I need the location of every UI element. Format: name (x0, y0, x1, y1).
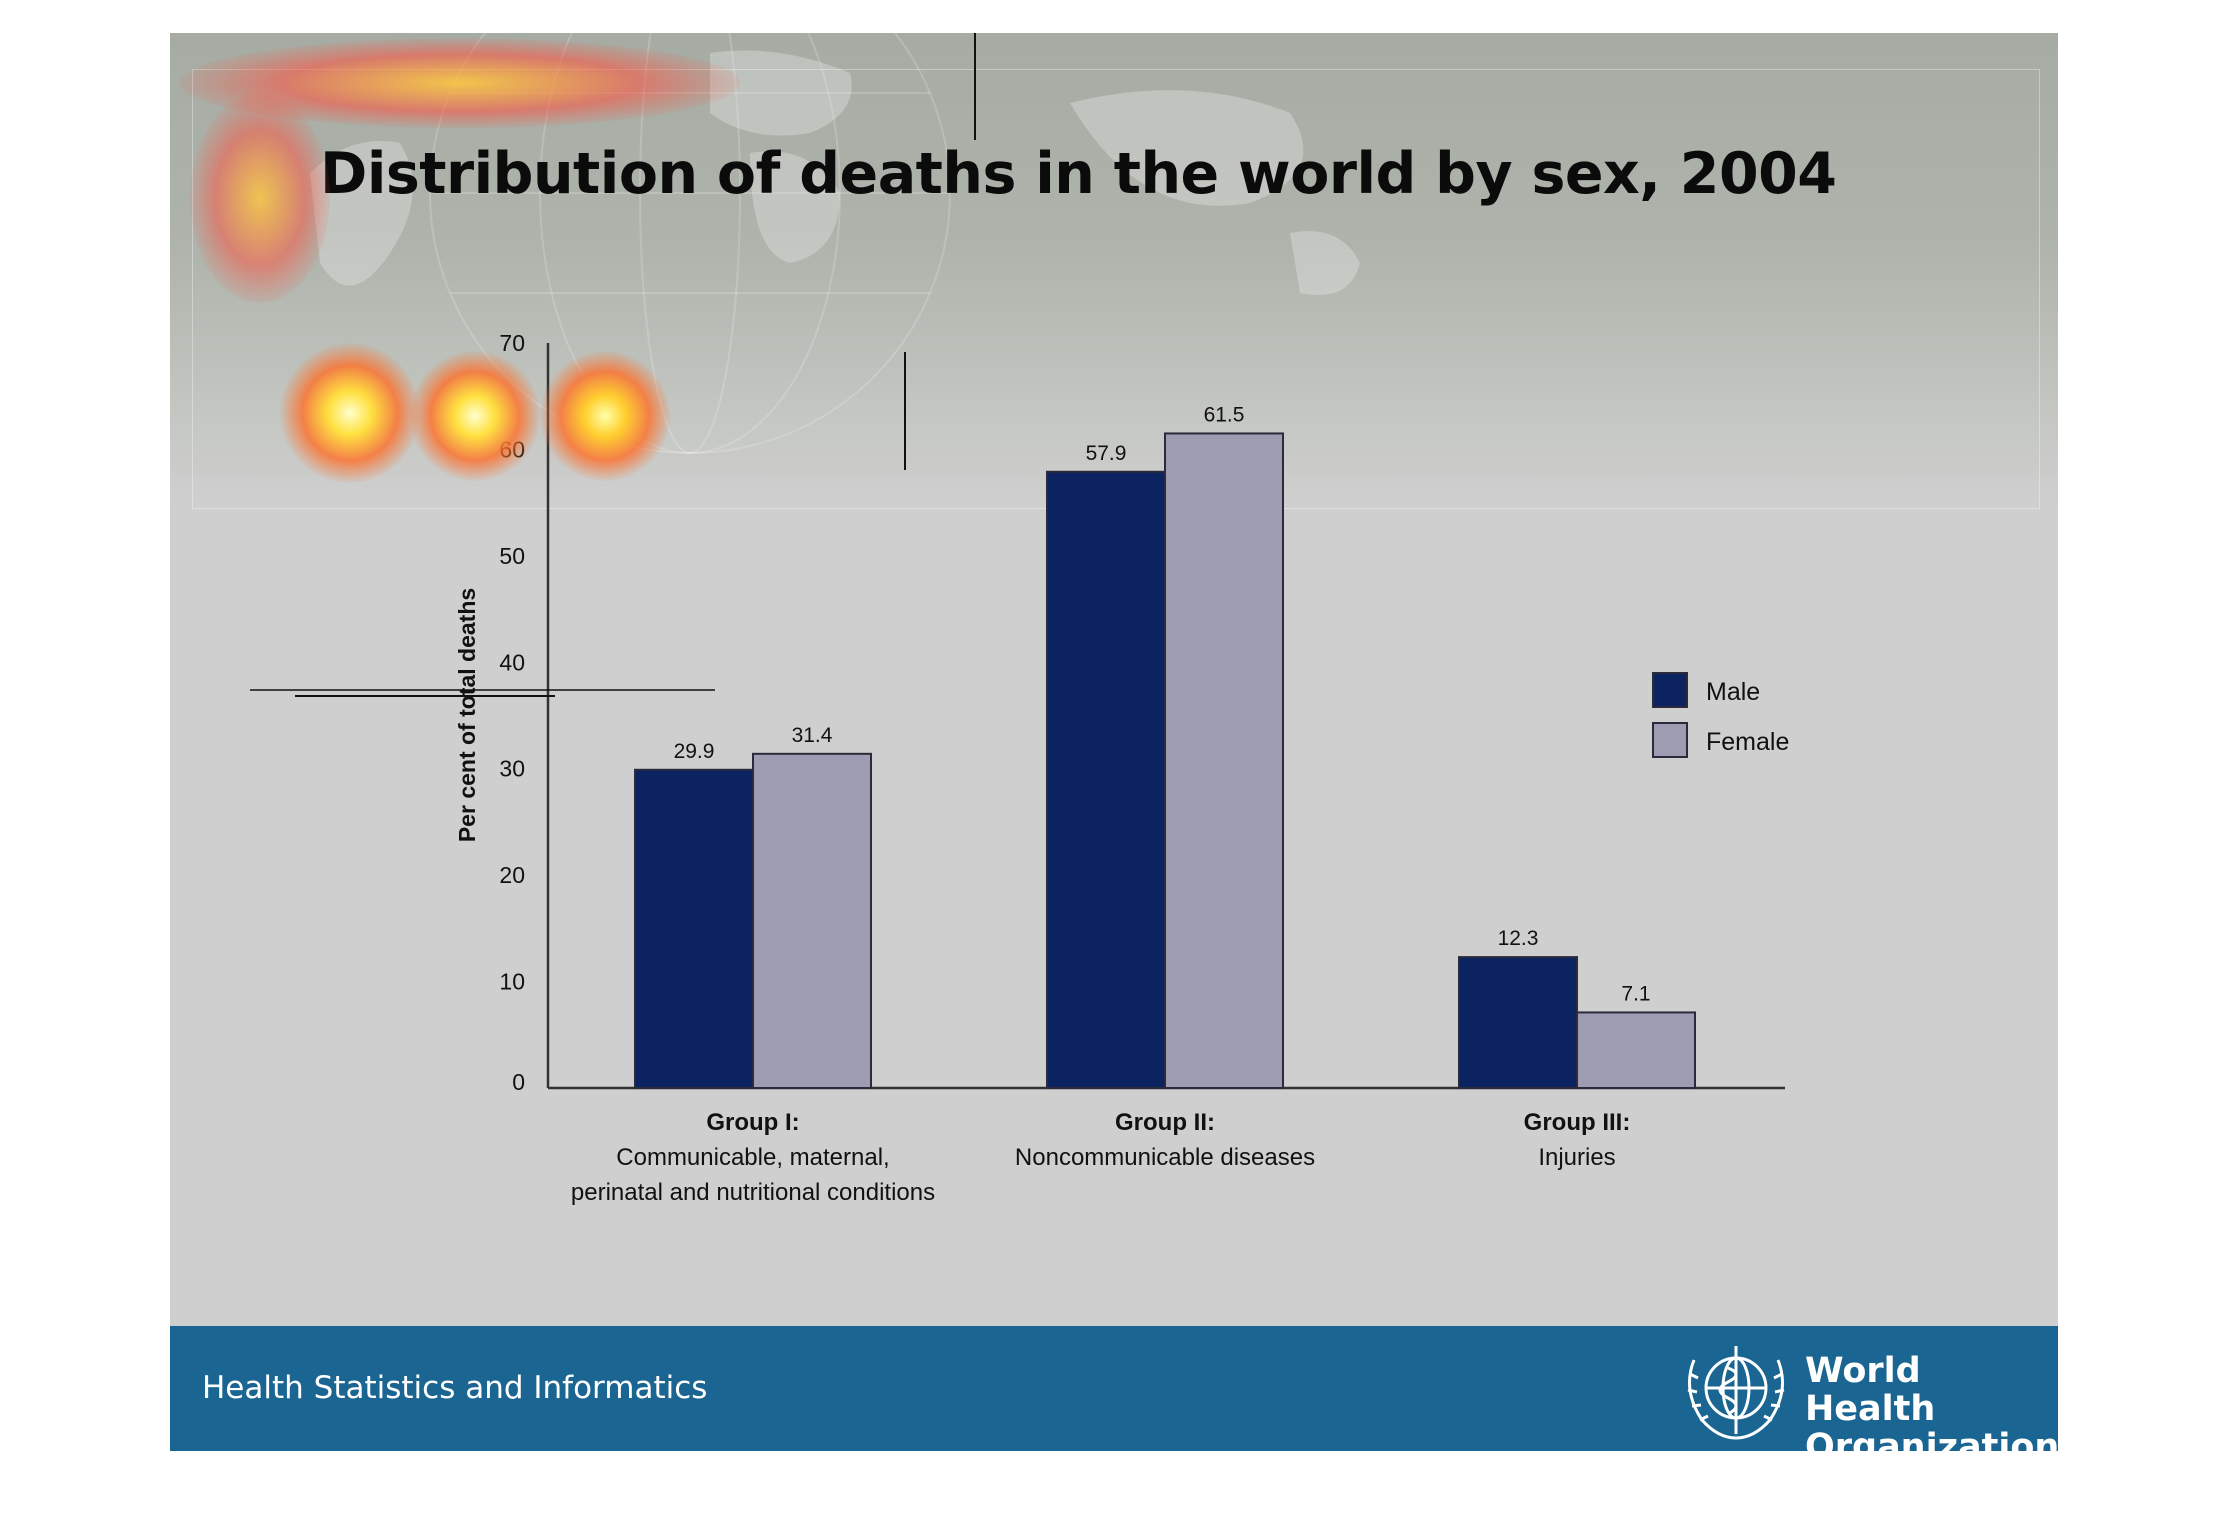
category-title: Group I: (706, 1109, 799, 1136)
category-description: Injuries (1538, 1144, 1615, 1171)
chart-title: Distribution of deaths in the world by s… (320, 141, 1837, 207)
legend-swatch-female (1652, 722, 1688, 758)
slide: Distribution of deaths in the world by s… (170, 33, 2058, 1451)
organization-name: World Health Organization (1805, 1352, 2058, 1451)
data-label: 31.4 (792, 724, 833, 747)
bar-female (1164, 432, 1284, 1089)
data-label: 7.1 (1621, 982, 1650, 1005)
organization-name-line2: Organization (1805, 1427, 2058, 1451)
category-description: Noncommunicable diseases (1015, 1144, 1315, 1171)
y-tick-label: 50 (499, 543, 525, 569)
category-description: Communicable, maternal, (616, 1144, 889, 1171)
legend-label: Male (1706, 678, 1760, 706)
category-title: Group II: (1115, 1109, 1215, 1136)
world-map-graphic (310, 33, 1360, 454)
y-tick-label: 20 (499, 862, 525, 888)
bar-female (752, 752, 872, 1089)
footer-department-label: Health Statistics and Informatics (202, 1370, 708, 1406)
y-tick-label: 30 (499, 756, 525, 782)
bar-male (634, 768, 754, 1089)
category-description: perinatal and nutritional conditions (571, 1179, 935, 1206)
data-label: 57.9 (1086, 442, 1127, 465)
legend-label: Female (1706, 728, 1789, 756)
y-tick-label: 40 (499, 649, 525, 675)
footer-bar: Health Statistics and Informatics World … (170, 1326, 2058, 1451)
bar-female (1576, 1011, 1696, 1090)
category-title: Group III: (1524, 1109, 1631, 1136)
organization-name-line1: World Health (1805, 1351, 1936, 1429)
legend-swatch-male (1652, 672, 1688, 708)
y-tick-label: 10 (499, 969, 525, 995)
y-axis-label: Per cent of total deaths (454, 588, 480, 842)
y-tick-label: 60 (499, 436, 525, 462)
data-label: 29.9 (674, 740, 715, 763)
bar-male (1046, 470, 1166, 1089)
data-label: 61.5 (1204, 403, 1245, 426)
who-emblem-icon (1687, 1346, 1785, 1440)
bar-chart: 0 10 20 30 40 50 60 70 Per cent of total deaths 2… (454, 330, 1789, 1206)
y-tick-label: 0 (512, 1069, 525, 1095)
data-label: 12.3 (1498, 927, 1539, 950)
y-tick-label: 70 (499, 330, 525, 356)
bar-male (1458, 956, 1578, 1089)
